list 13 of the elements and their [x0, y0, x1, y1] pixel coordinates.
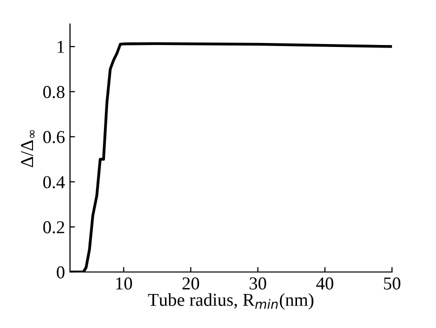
- x-tick-label: 40: [316, 277, 334, 290]
- x-axis-title: Tube radius, R$_{min}$(nm): [148, 293, 314, 310]
- y-tick-label: 0.6: [43, 130, 65, 144]
- x-tick-label: 20: [182, 277, 200, 290]
- x-tick-label: 30: [250, 277, 266, 290]
- x-tick-label: 10: [116, 277, 132, 290]
- y-axis-title: Δ/Δ$_{∞}$: [21, 130, 35, 168]
- y-tick-label: 0: [56, 266, 64, 278]
- y-tick-label: 0.4: [43, 176, 65, 188]
- x-tick-label: 50: [384, 277, 400, 290]
- y-tick-label: 1: [58, 40, 64, 53]
- y-tick-label: 0.2: [43, 221, 64, 234]
- y-tick-label: 0.8: [43, 86, 64, 98]
